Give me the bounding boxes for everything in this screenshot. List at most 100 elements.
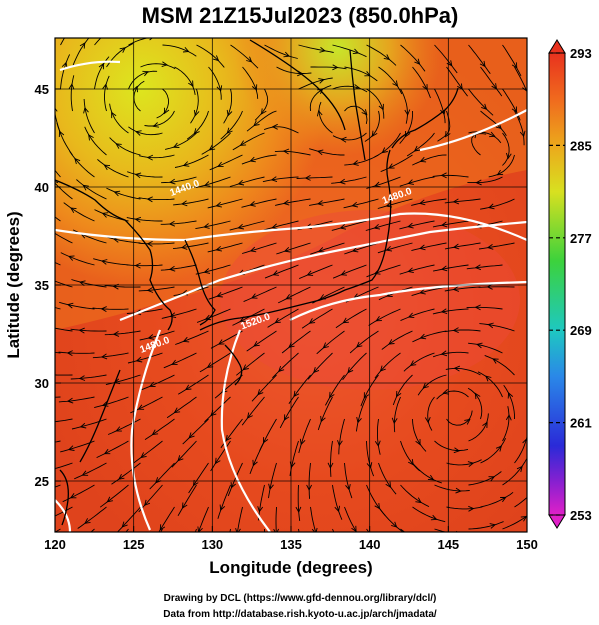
colorbar: 293 285 277 269 261 253 xyxy=(548,39,592,529)
streamline-arrow xyxy=(409,360,417,366)
streamline-arrow xyxy=(340,270,347,276)
streamline-arrow xyxy=(282,148,290,155)
streamline-arrow xyxy=(347,367,354,374)
streamline-arrow xyxy=(345,484,351,491)
streamline-arrow xyxy=(177,455,184,462)
streamline xyxy=(267,308,299,328)
streamline xyxy=(432,308,469,315)
contour-1520 xyxy=(220,329,271,532)
streamline-arrow xyxy=(378,103,384,111)
streamline xyxy=(276,66,312,74)
streamline-arrow xyxy=(519,130,526,138)
streamline-arrow xyxy=(329,391,335,399)
streamline-arrow xyxy=(263,551,268,556)
streamline xyxy=(288,374,311,405)
streamline xyxy=(138,286,175,292)
streamline-arrow xyxy=(88,134,94,141)
streamline-arrow xyxy=(339,178,346,185)
streamline xyxy=(58,396,95,403)
streamline xyxy=(209,154,243,171)
streamline-arrow xyxy=(188,80,194,87)
streamline-arrow xyxy=(249,201,256,207)
colorbar-tick-label: 293 xyxy=(570,46,592,61)
streamline xyxy=(478,242,515,250)
streamline xyxy=(162,44,197,57)
streamline-arrow xyxy=(407,179,414,185)
streamline-arrow xyxy=(181,502,188,509)
x-tick-label: 135 xyxy=(280,537,302,552)
streamline xyxy=(411,242,447,252)
streamline-arrow xyxy=(204,314,212,321)
streamline xyxy=(133,80,145,112)
streamline-arrow xyxy=(283,51,291,58)
streamline xyxy=(84,126,107,156)
streamline-arrow xyxy=(146,154,154,161)
streamline xyxy=(55,169,61,178)
streamline-arrow xyxy=(100,353,108,360)
streamline-arrow xyxy=(352,48,360,55)
streamline xyxy=(412,418,427,452)
streamline xyxy=(279,396,299,429)
streamline-arrow xyxy=(496,169,504,176)
streamline-arrow xyxy=(278,365,285,373)
streamline-arrow xyxy=(40,204,45,209)
streamline xyxy=(502,458,527,486)
streamline xyxy=(427,396,435,431)
x-tick-label: 140 xyxy=(359,537,381,552)
streamline xyxy=(366,440,375,477)
streamline-arrow xyxy=(121,521,128,528)
streamline-arrow xyxy=(74,157,81,165)
streamline xyxy=(446,410,473,426)
map-title: MSM 21Z15Jul2023 (850.0hPa) xyxy=(142,3,459,28)
streamline xyxy=(237,506,243,532)
streamline-arrow xyxy=(208,144,216,151)
streamline-arrow xyxy=(246,56,253,63)
streamline-arrow xyxy=(181,200,188,207)
streamline xyxy=(77,506,107,529)
x-tick-label: 120 xyxy=(44,537,66,552)
streamline xyxy=(466,264,503,270)
streamline-arrow xyxy=(55,107,58,112)
streamline xyxy=(149,462,175,490)
streamline-arrow xyxy=(250,293,258,299)
streamline-arrow xyxy=(169,312,177,319)
streamline xyxy=(217,484,231,519)
streamline xyxy=(374,132,401,158)
streamline xyxy=(479,323,515,332)
streamline-arrow xyxy=(316,149,324,156)
contour-1480-west xyxy=(130,329,162,531)
streamline xyxy=(60,440,95,453)
streamline-arrow xyxy=(235,527,241,532)
streamline xyxy=(477,371,503,398)
streamline xyxy=(274,198,311,206)
streamline xyxy=(55,418,73,423)
streamline-arrow xyxy=(419,333,427,340)
coast-continent-east xyxy=(249,39,346,131)
streamline-arrow xyxy=(283,246,291,253)
streamline-arrow xyxy=(306,270,314,276)
streamline-arrow xyxy=(486,244,494,250)
streamline-arrow xyxy=(485,375,492,382)
streamline-arrow xyxy=(253,340,260,347)
streamline-arrow xyxy=(173,407,181,414)
streamline-arrow xyxy=(146,287,154,293)
contour-1520-east xyxy=(289,280,527,321)
streamline-arrow xyxy=(237,179,245,186)
streamline xyxy=(55,506,73,517)
streamline-arrow xyxy=(530,489,535,494)
streamline xyxy=(411,198,447,206)
streamline xyxy=(480,198,515,210)
streamline xyxy=(63,202,95,222)
streamline xyxy=(72,38,90,68)
streamline xyxy=(92,307,129,310)
streamline-arrow xyxy=(103,164,111,171)
coast-sakhalin xyxy=(349,49,366,161)
coast-kyushu xyxy=(224,344,243,386)
streamline-arrow xyxy=(140,452,147,459)
streamline xyxy=(127,171,163,178)
streamline xyxy=(254,88,269,121)
streamline xyxy=(208,286,243,300)
streamline-arrow xyxy=(82,184,89,191)
